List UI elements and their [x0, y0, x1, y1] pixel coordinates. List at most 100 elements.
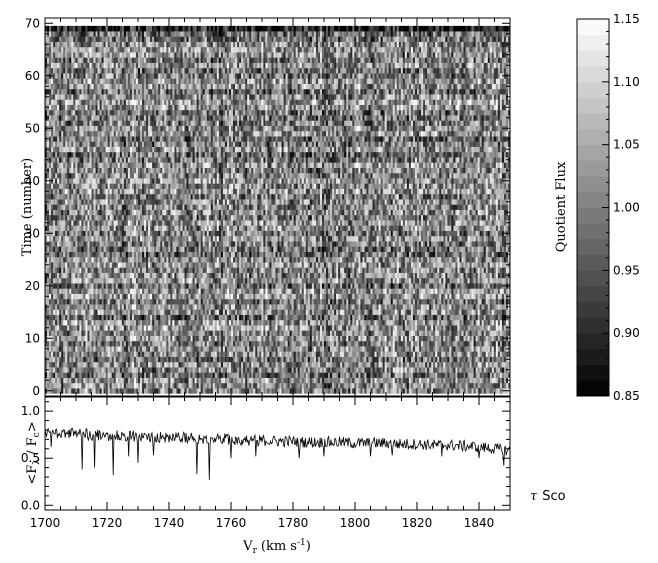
heatmap-cell — [503, 319, 507, 326]
heatmap-cell — [499, 346, 503, 352]
heatmap-cell — [362, 346, 365, 352]
heatmap-cell — [97, 330, 100, 336]
heatmap-cell — [303, 367, 307, 373]
heatmap-cell — [166, 304, 169, 310]
heatmap-cell — [477, 319, 480, 326]
heatmap-cell — [439, 304, 442, 310]
heatmap-cell — [93, 335, 96, 342]
heatmap-cell — [194, 314, 197, 321]
heatmap-cell — [194, 277, 197, 284]
heatmap-cell — [441, 288, 444, 294]
heatmap-cell — [433, 356, 436, 363]
heatmap-cell — [176, 325, 179, 331]
heatmap-cell — [89, 388, 92, 394]
heatmap-cell — [99, 298, 102, 305]
heatmap-cell — [176, 319, 179, 326]
heatmap-cell — [297, 335, 301, 342]
heatmap-cell — [231, 309, 234, 315]
heatmap-cell — [178, 351, 181, 357]
heatmap-cell — [222, 356, 226, 363]
heatmap-cell — [65, 335, 68, 342]
heatmap-cell — [251, 382, 254, 389]
heatmap-cell — [301, 377, 305, 384]
heatmap-cell — [396, 346, 400, 352]
heatmap-cell — [168, 288, 171, 294]
heatmap-cell — [208, 293, 212, 300]
heatmap-cell — [210, 335, 214, 342]
heatmap-cell — [49, 314, 52, 321]
heatmap-cell — [251, 388, 254, 394]
heatmap-cell — [154, 388, 157, 394]
heatmap-cell — [412, 309, 416, 315]
heatmap-cell — [196, 382, 199, 389]
heatmap-cell — [449, 298, 452, 305]
heatmap-cell — [384, 319, 387, 326]
heatmap-cell — [164, 319, 167, 326]
heatmap-cell — [303, 361, 307, 368]
heatmap-cell — [47, 330, 50, 336]
heatmap-cell — [433, 377, 436, 384]
heatmap-cell — [435, 304, 438, 310]
heatmap-cell — [87, 319, 90, 326]
heatmap-cell — [47, 298, 50, 305]
heatmap-cell — [174, 288, 177, 294]
heatmap-cell — [326, 346, 329, 352]
heatmap-cell — [176, 361, 179, 368]
heatmap-cell — [461, 325, 464, 331]
heatmap-cell — [235, 283, 238, 289]
heatmap-cell — [451, 346, 454, 352]
heatmap-cell — [287, 314, 290, 321]
heatmap-cell — [200, 388, 203, 394]
heatmap-cell — [289, 304, 292, 310]
heatmap-cell — [212, 382, 216, 389]
heatmap-cell — [427, 314, 430, 321]
heatmap-cell — [107, 372, 110, 378]
heatmap-cell — [303, 325, 307, 331]
heatmap-cell — [220, 367, 224, 373]
heatmap-cell — [507, 361, 511, 368]
heatmap-cell — [277, 330, 280, 336]
heatmap-cell — [275, 367, 278, 373]
heatmap-cell — [138, 298, 141, 305]
heatmap-cell — [481, 388, 485, 394]
heatmap-cell — [162, 388, 165, 394]
heatmap-cell — [299, 382, 303, 389]
heatmap-cell — [301, 388, 305, 394]
heatmap-cell — [340, 288, 343, 294]
heatmap-cell — [206, 288, 210, 294]
heatmap-cell — [461, 346, 464, 352]
heatmap-cell — [180, 288, 183, 294]
heatmap-cell — [59, 319, 62, 326]
heatmap-cell — [346, 319, 349, 326]
heatmap-cell — [408, 346, 412, 352]
heatmap-cell — [277, 277, 280, 284]
heatmap-cell — [455, 372, 458, 378]
heatmap-cell — [481, 340, 485, 347]
heatmap-cell — [176, 309, 179, 315]
heatmap-cell — [283, 361, 286, 368]
heatmap-cell — [330, 377, 333, 384]
heatmap-cell — [285, 309, 288, 315]
heatmap-cell — [166, 367, 169, 373]
heatmap-cell — [376, 361, 379, 368]
heatmap-cell — [489, 367, 493, 373]
heatmap-cell — [101, 309, 104, 315]
heatmap-cell — [241, 283, 244, 289]
heatmap-cell — [198, 330, 201, 336]
heatmap-cell — [501, 319, 505, 326]
heatmap-cell — [370, 367, 373, 373]
heatmap-cell — [297, 319, 301, 326]
heatmap-cell — [463, 335, 466, 342]
heatmap-cell — [451, 309, 454, 315]
heatmap-cell — [479, 377, 482, 384]
heatmap-cell — [366, 325, 369, 331]
heatmap-cell — [461, 382, 464, 389]
heatmap-cell — [206, 330, 210, 336]
heatmap-cell — [465, 330, 468, 336]
heatmap-cell — [404, 309, 408, 315]
heatmap-cell — [61, 346, 64, 352]
heatmap-cell — [73, 283, 76, 289]
heatmap-cell — [243, 314, 246, 321]
heatmap-cell — [301, 293, 305, 300]
heatmap-cell — [69, 382, 72, 389]
